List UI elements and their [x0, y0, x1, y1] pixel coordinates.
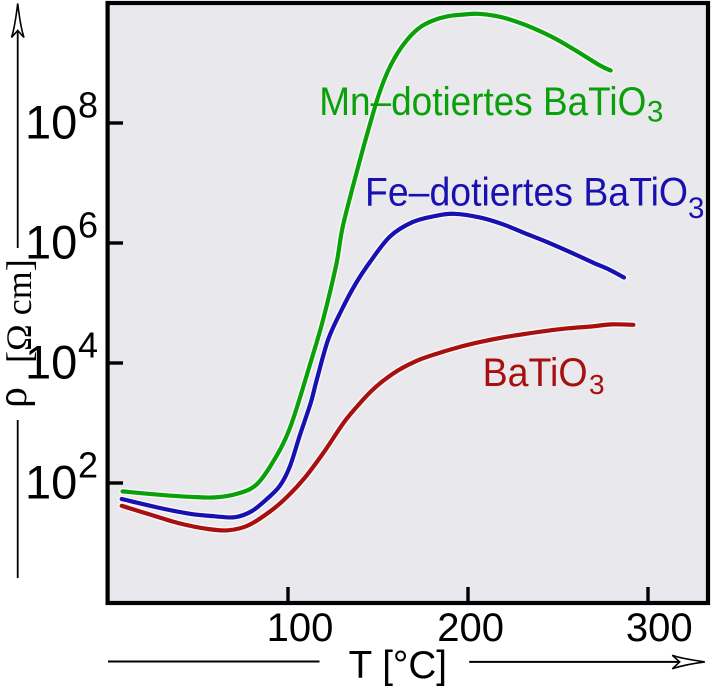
- svg-text:Fe–dotiertes BaTiO: Fe–dotiertes BaTiO: [365, 171, 688, 215]
- svg-text:3: 3: [688, 192, 704, 225]
- svg-text:3: 3: [647, 96, 663, 129]
- svg-text:10: 10: [25, 95, 77, 148]
- svg-text:Mn–dotiertes BaTiO: Mn–dotiertes BaTiO: [319, 80, 646, 124]
- svg-text:3: 3: [589, 369, 605, 400]
- svg-text:10: 10: [25, 455, 77, 508]
- svg-text:T [°C]: T [°C]: [349, 644, 447, 687]
- svg-text:4: 4: [78, 324, 98, 365]
- svg-text:[Ω cm]: [Ω cm]: [0, 259, 39, 363]
- svg-text:10: 10: [25, 215, 77, 268]
- svg-text:6: 6: [78, 204, 98, 245]
- svg-text:100: 100: [267, 606, 334, 650]
- svg-text:ρ: ρ: [0, 387, 36, 408]
- svg-text:200: 200: [437, 606, 504, 650]
- svg-text:BaTiO: BaTiO: [483, 351, 588, 395]
- svg-text:10: 10: [25, 335, 77, 388]
- svg-text:300: 300: [626, 606, 693, 650]
- svg-text:8: 8: [78, 84, 98, 125]
- svg-text:2: 2: [78, 444, 98, 485]
